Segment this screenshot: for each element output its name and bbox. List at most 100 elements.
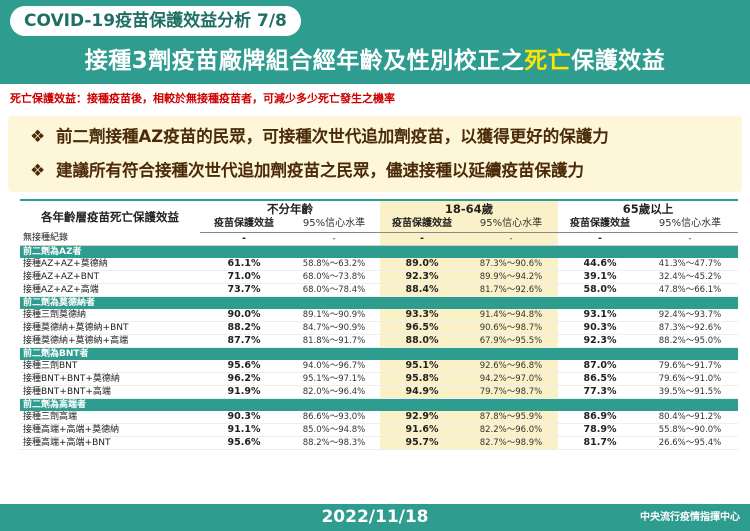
footer-date: 2022/11/18	[321, 507, 429, 527]
ci-cell: 79.6%～91.0%	[642, 372, 739, 387]
effectiveness-cell: 39.1%	[558, 270, 642, 284]
effectiveness-cell: 88.0%	[380, 334, 464, 348]
ci-cell: 94.2%～97.0%	[464, 372, 558, 387]
column-header-ci: 95%信心水準	[288, 216, 380, 233]
title-part1: 接種3劑疫苗廠牌組合經年齡及性別校正之	[84, 48, 525, 74]
effectiveness-table: 各年齡層疫苗死亡保護效益 不分年齡 18-64歲 65歲以上 疫苗保護效益 95…	[20, 201, 739, 451]
row-label: 接種三劑BNT	[20, 359, 200, 374]
age-group-header: 不分年齡	[267, 201, 313, 216]
effectiveness-cell: 90.3%	[200, 411, 288, 425]
age-group-header: 18-64歲	[380, 201, 558, 216]
ci-cell: 80.4%～91.2%	[642, 411, 739, 425]
ci-cell: 88.2%～95.0%	[642, 334, 739, 348]
effectiveness-cell: 92.9%	[380, 411, 464, 425]
ci-cell: 90.6%～98.7%	[464, 321, 558, 335]
effectiveness-cell: 88.4%	[380, 283, 464, 297]
diamond-cluster-icon: ❖	[30, 161, 46, 181]
ci-cell: 41.3%～47.7%	[642, 257, 739, 271]
ci-cell: 86.6%～93.0%	[288, 411, 380, 425]
title-bar: COVID-19疫苗保護效益分析 7/8 接種3劑疫苗廠牌組合經年齡及性別校正之…	[0, 0, 750, 84]
key-point-text: 前二劑接種AZ疫苗的民眾，可接種次世代追加劑疫苗，以獲得更好的保護力	[56, 127, 609, 146]
effectiveness-cell: 95.6%	[200, 359, 288, 374]
effectiveness-cell: 92.3%	[380, 270, 464, 284]
ci-cell: 89.9%～94.2%	[464, 270, 558, 284]
footer-org: 中央流行疫情指揮中心	[640, 512, 740, 523]
table-row: 接種莫德納+莫德納+BNT 88.2% 84.7%～90.9% 96.5% 90.6%～…	[20, 321, 739, 335]
effectiveness-cell: 61.1%	[200, 257, 288, 271]
ci-cell: 85.0%～94.8%	[288, 423, 380, 438]
ci-cell: 79.7%～98.7%	[464, 385, 558, 400]
ci-cell: 68.0%～73.8%	[288, 270, 380, 284]
row-label: 接種AZ+AZ+莫德納	[20, 257, 200, 271]
diamond-cluster-icon: ❖	[30, 127, 46, 147]
row-label: 接種高端+高端+莫德納	[20, 423, 200, 438]
ci-cell: 92.6%～96.8%	[464, 359, 558, 374]
group-header-row: 前二劑為高端者	[20, 398, 739, 412]
effectiveness-cell: 87.0%	[558, 359, 642, 374]
row-label: 無接種紀錄	[20, 232, 200, 246]
table-row: 接種三劑BNT 95.6% 94.0%～96.7% 95.1% 92.6%～96.8% 8…	[20, 359, 739, 374]
effectiveness-cell: 90.0%	[200, 308, 288, 322]
ci-cell: 47.8%～66.1%	[642, 283, 739, 297]
effectiveness-cell: 58.0%	[558, 283, 642, 297]
group-header: 前二劑為莫德納者	[20, 296, 739, 309]
effectiveness-cell: 96.5%	[380, 321, 464, 335]
group-header-row: 前二劑為AZ者	[20, 245, 739, 258]
effectiveness-cell: 89.0%	[380, 257, 464, 271]
ci-cell: -	[464, 232, 558, 246]
effectiveness-cell: 86.9%	[558, 411, 642, 425]
column-header-effectiveness: 疫苗保護效益	[380, 216, 464, 233]
ci-cell: 87.3%～92.6%	[642, 321, 739, 335]
effectiveness-cell: 73.7%	[200, 283, 288, 297]
table-row: 接種三劑高端 90.3% 86.6%～93.0% 92.9% 87.8%～95.9% 86…	[20, 411, 739, 425]
effectiveness-cell: 87.7%	[200, 334, 288, 348]
row-label: 接種BNT+BNT+莫德納	[20, 372, 200, 387]
effectiveness-cell: 95.8%	[380, 372, 464, 387]
key-point-text: 建議所有符合接種次世代追加劑疫苗之民眾，儘速接種以延續疫苗保護力	[56, 161, 584, 180]
table-row: 接種BNT+BNT+莫德納 96.2% 95.1%～97.1% 95.8% 94.2%～…	[20, 372, 739, 387]
table-row: 接種BNT+BNT+高端 91.9% 82.0%～96.4% 94.9% 79.7%～9…	[20, 385, 739, 400]
effectiveness-cell: 91.1%	[200, 423, 288, 438]
effectiveness-cell: 93.1%	[558, 308, 642, 322]
row-label: 接種三劑高端	[20, 411, 200, 425]
title-part2: 保護效益	[571, 48, 666, 74]
table-row: 接種AZ+AZ+BNT 71.0% 68.0%～73.8% 92.3% 89.9%～94…	[20, 270, 739, 284]
column-header-effectiveness: 疫苗保護效益	[200, 216, 288, 233]
key-points-box: ❖ 前二劑接種AZ疫苗的民眾，可接種次世代追加劑疫苗，以獲得更好的保護力 ❖ 建議所…	[8, 116, 742, 192]
group-header: 前二劑為高端者	[20, 398, 739, 412]
table-corner-label: 各年齡層疫苗死亡保護效益	[41, 209, 179, 224]
ci-cell: 82.7%～98.9%	[464, 436, 558, 451]
group-header-row: 前二劑為BNT者	[20, 347, 739, 360]
ci-cell: 87.3%～90.6%	[464, 257, 558, 271]
table-row: 接種莫德納+莫德納+高端 87.7% 81.8%～91.7% 88.0% 67.9%～9…	[20, 334, 739, 348]
effectiveness-cell: 91.9%	[200, 385, 288, 400]
table-row: 接種AZ+AZ+高端 73.7% 68.0%～78.4% 88.4% 81.7%～92.…	[20, 283, 739, 297]
effectiveness-cell: 88.2%	[200, 321, 288, 335]
ci-cell: 82.2%～96.0%	[464, 423, 558, 438]
effectiveness-cell: -	[558, 232, 642, 246]
row-label: 接種莫德納+莫德納+高端	[20, 334, 200, 348]
row-label: 接種BNT+BNT+高端	[20, 385, 200, 400]
group-header: 前二劑為AZ者	[20, 245, 739, 258]
group-header: 前二劑為BNT者	[20, 347, 739, 360]
effectiveness-cell: 96.2%	[200, 372, 288, 387]
footer-bar: 2022/11/18 中央流行疫情指揮中心	[0, 504, 750, 531]
effectiveness-cell: 78.9%	[558, 423, 642, 438]
column-header-effectiveness: 疫苗保護效益	[558, 216, 642, 233]
ci-cell: 26.6%～95.4%	[642, 436, 739, 451]
ci-cell: 92.4%～93.7%	[642, 308, 739, 322]
row-label: 接種三劑莫德納	[20, 308, 200, 322]
key-point: ❖ 前二劑接種AZ疫苗的民眾，可接種次世代追加劑疫苗，以獲得更好的保護力	[30, 122, 609, 152]
table-row: 接種AZ+AZ+莫德納 61.1% 58.8%～63.2% 89.0% 87.3%～90…	[20, 257, 739, 271]
effectiveness-cell: 95.7%	[380, 436, 464, 451]
row-label: 接種AZ+AZ+BNT	[20, 270, 200, 284]
ci-cell: 89.1%～90.9%	[288, 308, 380, 322]
ci-cell: 95.1%～97.1%	[288, 372, 380, 387]
ci-cell: 82.0%～96.4%	[288, 385, 380, 400]
ci-cell: 55.8%～90.0%	[642, 423, 739, 438]
effectiveness-table-wrap: 各年齡層疫苗死亡保護效益 不分年齡 18-64歲 65歲以上 疫苗保護效益 95…	[20, 199, 739, 451]
effectiveness-cell: 95.1%	[380, 359, 464, 374]
row-label: 接種AZ+AZ+高端	[20, 283, 200, 297]
age-group-header: 65歲以上	[622, 201, 674, 216]
ci-cell: 84.7%～90.9%	[288, 321, 380, 335]
